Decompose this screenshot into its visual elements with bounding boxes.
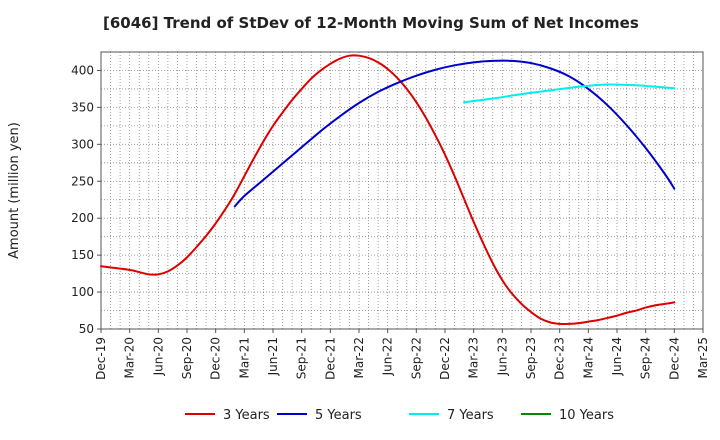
y-tick-label: 250 — [71, 174, 94, 188]
y-tick-label: 200 — [71, 211, 94, 225]
y-tick-label: 50 — [79, 322, 94, 336]
x-tick-label: Sep-20 — [180, 337, 194, 379]
x-tick-label: Dec-23 — [553, 337, 567, 380]
chart-title: [6046] Trend of StDev of 12-Month Moving… — [103, 14, 639, 32]
legend-label-5-years: 5 Years — [315, 408, 362, 423]
grid — [100, 51, 704, 330]
y-tick-label: 100 — [71, 285, 94, 299]
series-line-5-years — [233, 59, 676, 208]
x-tick-label: Sep-21 — [295, 337, 309, 379]
series-line-7-years — [463, 83, 676, 104]
series-lines — [100, 54, 676, 325]
x-tick-label: Dec-20 — [209, 337, 223, 380]
x-tick-label: Mar-25 — [696, 337, 710, 378]
x-tick-label: Sep-24 — [639, 337, 653, 379]
x-tick-label: Dec-21 — [323, 337, 337, 380]
y-tick-label: 150 — [71, 248, 94, 262]
x-tick-label: Jun-23 — [495, 337, 509, 376]
legend: 3 Years 5 Years 7 Years 10 Years — [185, 408, 614, 423]
series-line-3-years — [100, 54, 676, 325]
x-tick-label: Jun-20 — [151, 337, 165, 376]
x-axis-ticks: Dec-19 Mar-20 Jun-20 Sep-20 Dec-20 Mar-21 Jun-… — [94, 329, 710, 380]
x-tick-label: Jun-21 — [266, 337, 280, 376]
y-tick-label: 350 — [71, 100, 94, 114]
y-tick-label: 300 — [71, 137, 94, 151]
legend-label-3-years: 3 Years — [223, 408, 270, 423]
legend-label-10-years: 10 Years — [559, 408, 614, 423]
x-tick-label: Mar-20 — [123, 337, 137, 378]
x-tick-label: Sep-22 — [409, 337, 423, 379]
x-tick-label: Mar-24 — [581, 337, 595, 378]
x-tick-label: Jun-24 — [610, 337, 624, 376]
x-tick-label: Jun-22 — [381, 337, 395, 376]
x-tick-label: Mar-23 — [467, 337, 481, 378]
x-tick-label: Mar-21 — [237, 337, 251, 378]
x-tick-label: Sep-23 — [524, 337, 538, 379]
y-axis-label: Amount (million yen) — [7, 122, 22, 259]
y-axis-ticks: 50 100 150 200 250 300 350 400 — [71, 63, 101, 336]
x-tick-label: Mar-22 — [352, 337, 366, 378]
x-tick-label: Dec-24 — [667, 337, 681, 380]
x-tick-label: Dec-19 — [94, 337, 108, 380]
legend-label-7-years: 7 Years — [447, 408, 494, 423]
x-tick-label: Dec-22 — [438, 337, 452, 380]
y-tick-label: 400 — [71, 63, 94, 77]
plot-area — [100, 51, 704, 330]
